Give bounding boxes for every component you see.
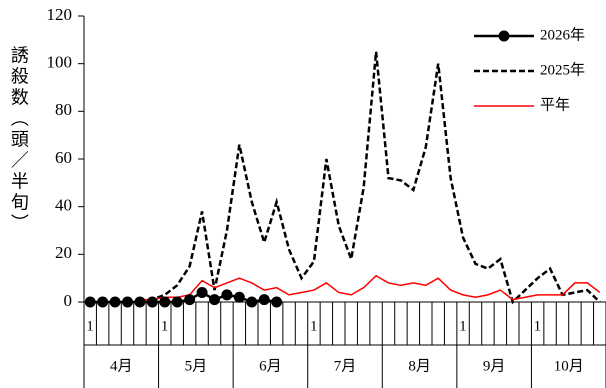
series-marker [271,296,283,308]
series-line [90,291,277,304]
y-tick-label: 0 [64,291,73,310]
month-label: 4月 [110,358,133,374]
legend-label: 平年 [540,96,570,113]
series-marker [233,291,245,303]
series-marker [196,286,208,298]
x-tick-label: 1 [310,318,318,334]
series-line [139,274,601,301]
y-axis-label: 誘殺数（頭／半旬） [9,45,29,234]
series-marker [171,296,183,308]
month-label: 8月 [408,358,431,374]
series-marker [84,296,96,308]
series-marker [109,296,121,308]
y-tick-label: 100 [47,53,73,72]
x-tick-label: 1 [459,318,467,334]
month-label: 9月 [483,358,506,374]
month-label: 5月 [185,358,208,374]
series-marker [122,296,133,308]
y-tick-label: 120 [47,5,73,24]
y-tick-label: 40 [55,196,72,215]
month-label: 7月 [334,358,357,374]
x-tick-label: 1 [534,318,542,334]
legend-label: 2025年 [540,61,585,78]
legend-label: 2026年 [540,26,585,43]
series-marker [159,296,171,308]
series-marker [134,296,146,308]
series-marker [221,289,233,301]
y-tick-label: 80 [55,100,72,119]
series-marker [209,294,220,306]
series-marker [246,296,258,308]
x-tick-label: 1 [86,318,94,334]
y-tick-label: 20 [55,243,72,262]
legend-marker [498,30,510,42]
y-tick-label: 60 [55,148,72,167]
month-label: 10月 [554,358,584,374]
series-marker [184,294,196,306]
series-marker [258,294,270,306]
month-label: 6月 [259,358,282,374]
x-tick-label: 1 [161,318,169,334]
series-marker [146,296,158,308]
series-line [139,51,601,305]
series-marker [97,296,109,308]
